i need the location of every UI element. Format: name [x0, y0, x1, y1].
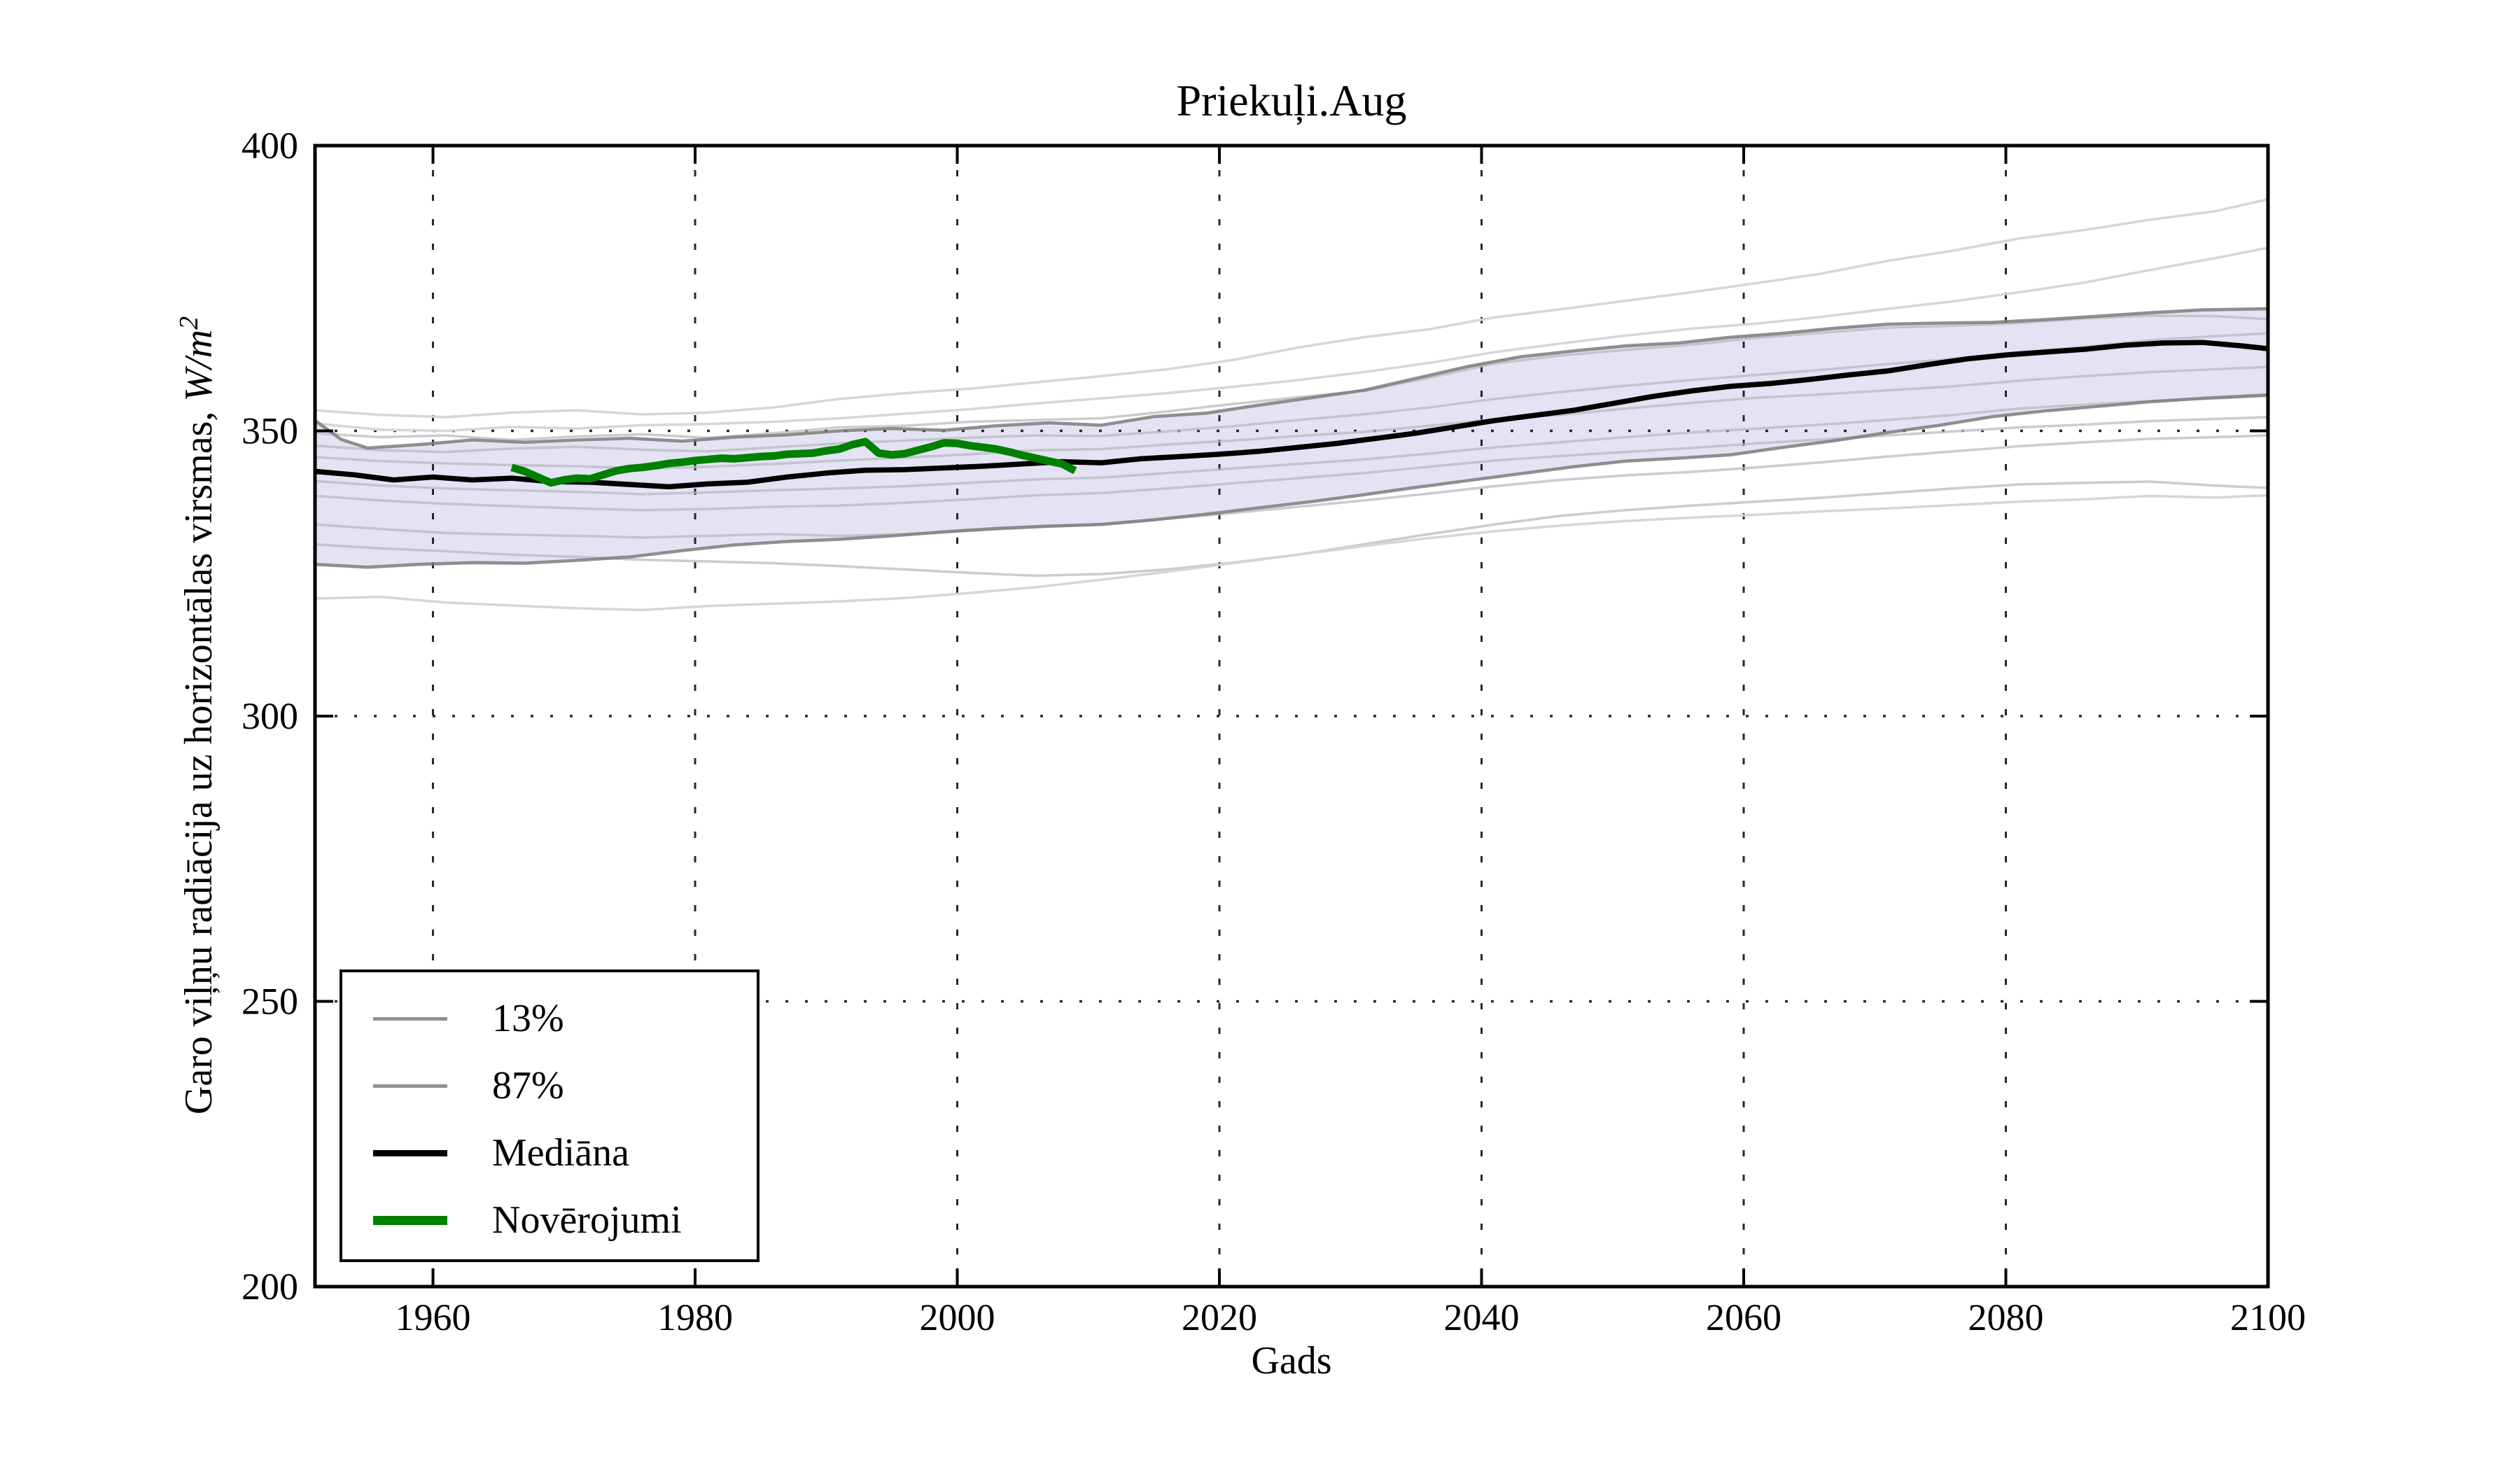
y-tick-label-300: 300: [241, 695, 298, 737]
x-tick-label-1960: 1960: [396, 1296, 471, 1338]
x-tick-label-1980: 1980: [657, 1296, 733, 1338]
x-tick-label-2100: 2100: [2230, 1296, 2306, 1338]
x-axis-label: Gads: [1251, 1339, 1332, 1382]
y-tick-label-400: 400: [241, 125, 298, 167]
chart-title: Priekuļi.Aug: [1176, 76, 1407, 125]
y-axis-label-units: W/m: [176, 329, 220, 402]
legend-item-13pct: 13%: [373, 985, 757, 1052]
y-tick-label-350: 350: [241, 410, 298, 452]
legend-item-noverojumi: Novērojumi: [373, 1186, 757, 1254]
ensemble-run-line-run-3: [314, 314, 2269, 442]
ensemble-run-line-run-1: [314, 197, 2269, 419]
median-line: [314, 340, 2269, 490]
legend-swatch-13pct: [373, 1016, 447, 1021]
legend-item-mediana: Mediāna: [373, 1119, 757, 1186]
ensemble-run-line-run-8: [314, 434, 2269, 539]
ensemble-run-line-run-7: [314, 416, 2269, 512]
legend-swatch-mediana: [373, 1149, 447, 1156]
legend-label-noverojumi: Novērojumi: [492, 1198, 682, 1242]
legend-label-87pct: 87%: [492, 1064, 564, 1107]
y-axis-label-exponent: 2: [174, 316, 204, 330]
legend-box: 13% 87% Mediāna Novērojumi: [340, 969, 760, 1262]
percentile-upper-line: [314, 307, 2269, 450]
ensemble-run-line-run-2: [314, 246, 2269, 433]
x-tick-label-2060: 2060: [1706, 1296, 1782, 1338]
legend-swatch-87pct: [373, 1084, 447, 1088]
x-tick-label-2000: 2000: [920, 1296, 995, 1338]
y-tick-label-200: 200: [241, 1266, 298, 1308]
legend-swatch-noverojumi: [373, 1215, 447, 1225]
ensemble-run-line-run-10: [314, 493, 2269, 612]
legend-label-mediana: Mediāna: [492, 1131, 629, 1175]
percentile-lower-line: [314, 393, 2269, 569]
x-tick-label-2080: 2080: [1968, 1296, 2044, 1338]
x-tick-label-2020: 2020: [1182, 1296, 1257, 1338]
y-tick-label-250: 250: [241, 981, 298, 1023]
legend-label-13pct: 13%: [492, 997, 564, 1040]
x-tick-label-2040: 2040: [1444, 1296, 1520, 1338]
legend-item-87pct: 87%: [373, 1052, 757, 1119]
y-axis-label: Garo viļņu radiācija uz horizontālas vir…: [174, 316, 221, 1114]
ensemble-run-line-run-6: [314, 395, 2269, 496]
y-axis-label-text: Garo viļņu radiācija uz horizontālas vir…: [176, 401, 220, 1115]
observations-line: [510, 438, 1077, 487]
